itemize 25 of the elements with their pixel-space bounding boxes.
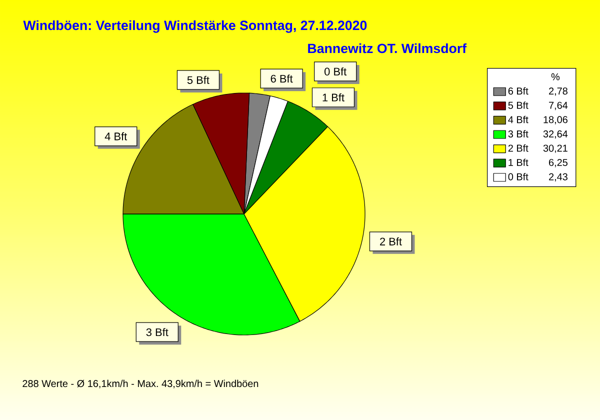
data-label: 30,21 <box>543 144 568 153</box>
slice-label: 6 Bft <box>270 74 293 83</box>
data-label: 6,25 <box>549 158 568 168</box>
category-label: 0 Bft <box>324 67 347 76</box>
slice-label: 1 Bft <box>322 93 344 102</box>
chart-subtitle: Bannewitz OT. Wilmsdorf <box>308 43 467 54</box>
data-label: 18,06 <box>544 116 568 124</box>
legend-label: 4 Bft <box>508 116 528 124</box>
legend-label: 2 Bft <box>508 144 528 152</box>
legend-label: 5 Bft <box>508 102 528 109</box>
legend-label: 1 Bft <box>508 158 528 166</box>
legend-label: 3 Bft <box>508 130 528 138</box>
legend-label: 0 Bft <box>508 173 528 180</box>
slice-label: 4 Bft <box>104 132 128 140</box>
data-label: 2,78 <box>549 88 568 96</box>
data-label: 32,64 <box>543 130 568 139</box>
data-label: 7,64 <box>549 102 568 110</box>
data-label: 2,43 <box>549 173 568 182</box>
legend-label: 6 Bft <box>508 87 528 95</box>
legend-title: % <box>551 73 560 80</box>
text: 288 Werte - Ø 16,1km/h - Max. 43,9km/h = Windböen <box>22 380 258 388</box>
slice-label: 2 Bft <box>380 237 402 246</box>
chart-title: Windböen: Verteilung Windstärke Sonntag, 27.12.2020 <box>23 20 367 33</box>
slice-label: 5 Bft <box>187 76 210 84</box>
slice-label: 3 Bft <box>146 328 168 336</box>
